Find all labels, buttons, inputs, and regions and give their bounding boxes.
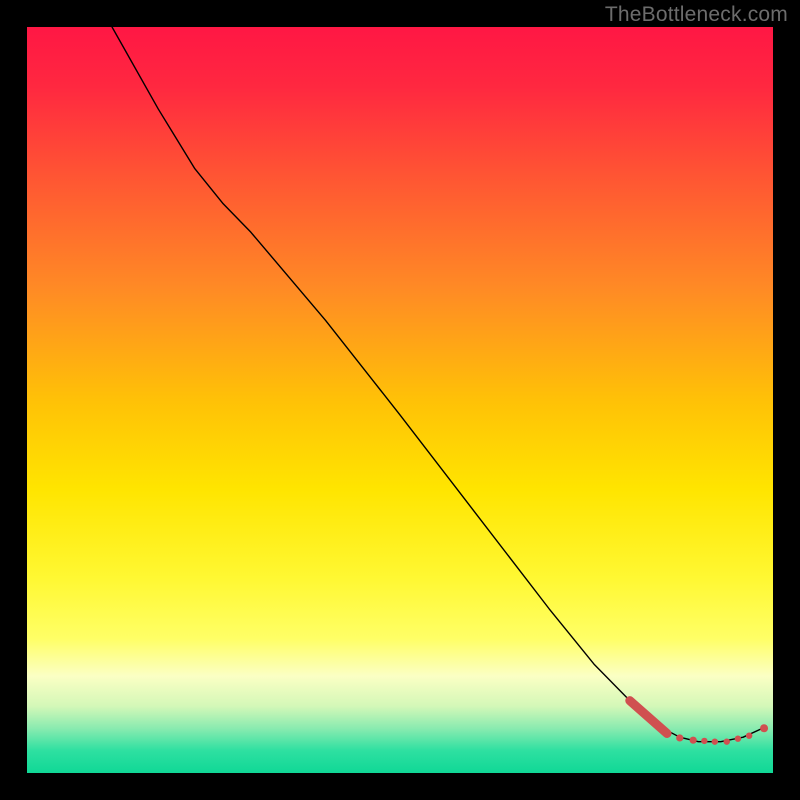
bottleneck-chart xyxy=(27,27,773,773)
data-point xyxy=(701,738,707,744)
data-point xyxy=(735,735,741,741)
data-point xyxy=(676,734,683,741)
data-point xyxy=(690,737,697,744)
data-point xyxy=(724,738,730,744)
chart-svg xyxy=(27,27,773,773)
gradient-background xyxy=(27,27,773,773)
data-point xyxy=(746,733,752,739)
attribution-text: TheBottleneck.com xyxy=(605,3,788,27)
data-point xyxy=(760,724,768,732)
data-point xyxy=(712,738,718,744)
